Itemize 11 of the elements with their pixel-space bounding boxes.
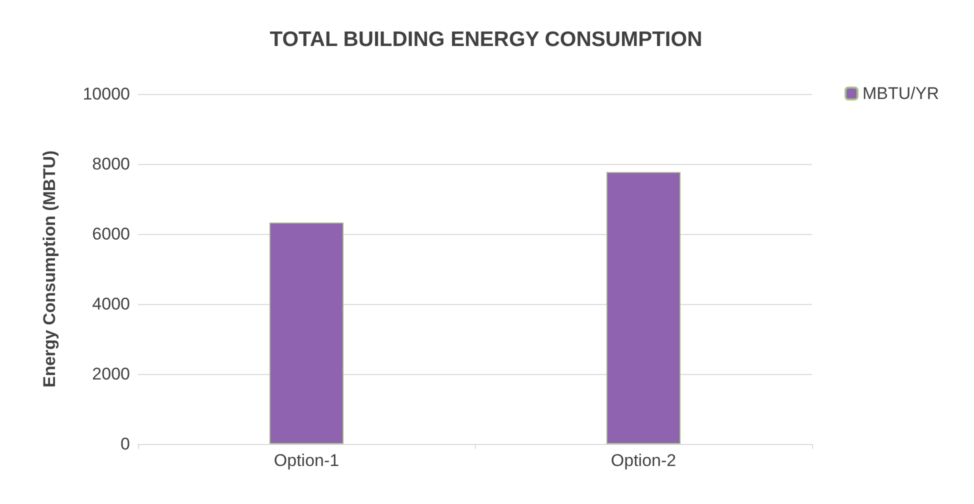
x-tick-label: Option-1 bbox=[274, 451, 340, 470]
y-tick-label: 4000 bbox=[92, 294, 130, 314]
y-tick-label: 0 bbox=[120, 434, 130, 454]
y-tick-label: 2000 bbox=[92, 364, 130, 384]
y-tick-label: 6000 bbox=[92, 224, 130, 244]
chart-title: TOTAL BUILDING ENERGY CONSUMPTION bbox=[270, 28, 702, 51]
x-tick-label: Option-2 bbox=[610, 451, 676, 470]
y-axis-title: Energy Consumption (MBTU) bbox=[40, 150, 59, 388]
y-tick-label: 8000 bbox=[92, 154, 130, 174]
y-tick-label: 10000 bbox=[82, 84, 130, 104]
legend-label: MBTU/YR bbox=[862, 84, 939, 103]
